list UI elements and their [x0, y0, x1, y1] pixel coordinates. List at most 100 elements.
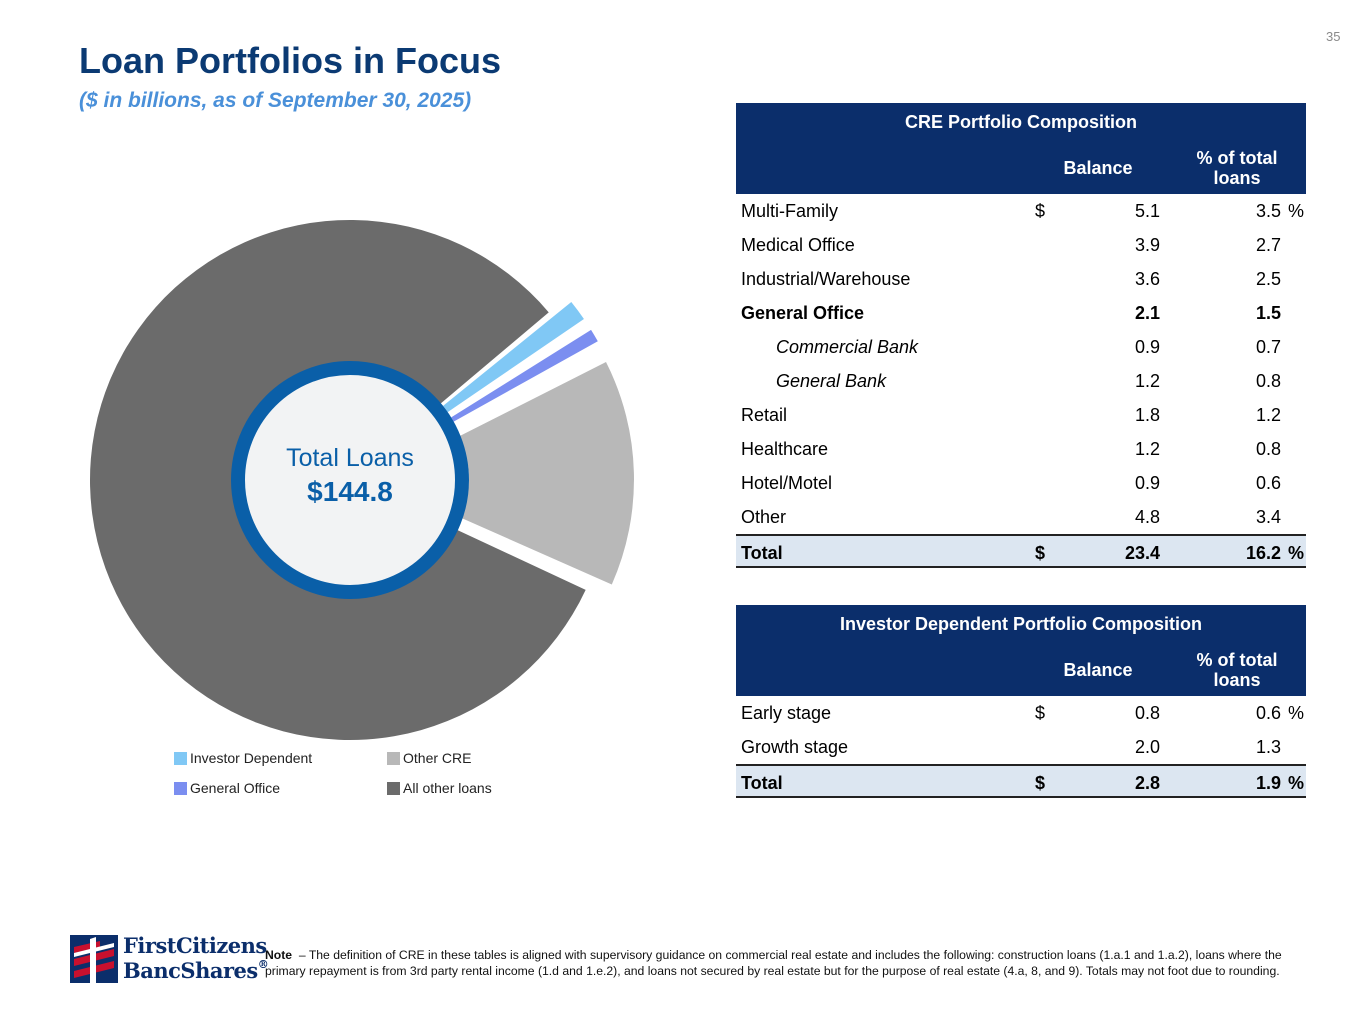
table-row: Early stage $0.8 0.6%	[736, 696, 1306, 730]
row-label: Other	[741, 507, 787, 527]
legend-item-investor-dependent: Investor Dependent	[174, 750, 312, 766]
row-pct: 0.8	[1255, 439, 1281, 459]
legend-swatch	[387, 781, 400, 795]
row-balance: 0.9	[1134, 473, 1160, 493]
row-pct-sign: %	[1287, 773, 1304, 793]
row-label: Total	[741, 543, 783, 563]
row-balance: 2.1	[1134, 303, 1160, 323]
table-row: Industrial/Warehouse 3.6 2.5	[736, 262, 1306, 296]
table-row: Other 4.8 3.4	[736, 500, 1306, 534]
row-pct: 3.5	[1255, 201, 1281, 221]
page-number: 35	[1326, 29, 1341, 44]
table-row: General Bank 1.2 0.8	[736, 364, 1306, 398]
flag-logo-icon	[70, 935, 118, 983]
row-balance: 5.1	[1134, 201, 1160, 221]
row-label: Hotel/Motel	[741, 473, 833, 493]
chart-legend: Investor Dependent Other CRE General Off…	[174, 750, 534, 806]
donut-center-value: $144.8	[307, 476, 393, 507]
company-logo: FirstCitizens BancShares®	[70, 931, 269, 987]
table-row: Medical Office 3.9 2.7	[736, 228, 1306, 262]
row-pct: 1.5	[1255, 303, 1281, 323]
row-pct: 2.7	[1255, 235, 1281, 255]
row-balance: 3.6	[1134, 269, 1160, 289]
table-body: Early stage $0.8 0.6% Growth stage 2.0 1.3 Tot…	[736, 696, 1306, 798]
table-total-row: Total $23.4 16.2%	[736, 534, 1306, 568]
row-balance: 0.9	[1134, 337, 1160, 357]
row-balance: 1.2	[1134, 371, 1160, 391]
row-label: Healthcare	[741, 439, 829, 459]
row-label: General Office	[741, 303, 865, 323]
row-currency: $	[1035, 201, 1046, 221]
logo-line-2-text: BancShares	[123, 958, 258, 983]
note-label: Note	[265, 948, 293, 962]
table-row: General Office 2.1 1.5	[736, 296, 1306, 330]
investor-dependent-table: Investor Dependent Portfolio Composition…	[736, 605, 1306, 798]
table-total-row: Total $2.8 1.9%	[736, 764, 1306, 798]
logo-line-1: FirstCitizens	[123, 933, 267, 958]
slice-general-office	[451, 329, 598, 422]
row-pct-sign: %	[1287, 703, 1304, 723]
table-row: Healthcare 1.2 0.8	[736, 432, 1306, 466]
column-header-pct: % of total loans	[1196, 148, 1278, 188]
table-column-headers: Balance % of total loans	[736, 141, 1306, 194]
row-label: Total	[741, 773, 783, 793]
table-caption: CRE Portfolio Composition	[905, 112, 1137, 132]
table-row: Hotel/Motel 0.9 0.6	[736, 466, 1306, 500]
column-header-pct: % of total loans	[1196, 650, 1278, 690]
row-currency: $	[1035, 773, 1046, 793]
row-pct: 3.4	[1255, 507, 1281, 527]
table-body: Multi-Family $5.1 3.5% Medical Office 3.9 2.7…	[736, 194, 1306, 568]
table-header: CRE Portfolio Composition Balance % of t…	[736, 103, 1306, 194]
legend-item-all-other-loans: All other loans	[387, 780, 492, 796]
table-row: Commercial Bank 0.9 0.7	[736, 330, 1306, 364]
legend-item-other-cre: Other CRE	[387, 750, 471, 766]
slice-all-other-loans	[89, 219, 586, 740]
row-balance: 3.9	[1134, 235, 1160, 255]
loan-donut-chart: Total Loans $144.8	[89, 219, 634, 740]
row-balance: 23.4	[1124, 543, 1160, 563]
row-pct: 1.2	[1255, 405, 1281, 425]
row-pct: 0.6	[1255, 473, 1281, 493]
row-pct: 1.9	[1255, 773, 1281, 793]
cre-portfolio-table: CRE Portfolio Composition Balance % of t…	[736, 103, 1306, 568]
row-currency: $	[1035, 703, 1046, 723]
row-pct: 2.5	[1255, 269, 1281, 289]
legend-label: General Office	[190, 780, 281, 796]
page-title: Loan Portfolios in Focus	[79, 40, 501, 81]
row-balance: 1.2	[1134, 439, 1160, 459]
column-header-balance: Balance	[1063, 158, 1133, 178]
row-currency: $	[1035, 543, 1046, 563]
row-label: Medical Office	[741, 235, 855, 255]
page-subtitle: ($ in billions, as of September 30, 2025…	[79, 89, 472, 112]
row-label: Early stage	[741, 703, 832, 723]
row-label: Commercial Bank	[776, 337, 919, 357]
slice-other-cre	[458, 362, 634, 585]
registered-mark: ®	[257, 958, 269, 971]
legend-swatch	[174, 751, 187, 765]
donut-center-ring	[231, 361, 469, 599]
legend-label: Other CRE	[403, 750, 472, 766]
table-row: Retail 1.8 1.2	[736, 398, 1306, 432]
legend-swatch	[387, 751, 400, 765]
row-label: Industrial/Warehouse	[741, 269, 911, 289]
row-label: Multi-Family	[741, 201, 838, 221]
row-pct-sign: %	[1287, 543, 1304, 563]
row-balance: 4.8	[1134, 507, 1160, 527]
donut-center-label: Total Loans	[286, 444, 414, 472]
row-label: Retail	[741, 405, 788, 425]
table-row: Growth stage 2.0 1.3	[736, 730, 1306, 764]
table-header: Investor Dependent Portfolio Composition…	[736, 605, 1306, 696]
note-text: – The definition of CRE in these tables …	[265, 948, 1282, 978]
legend-item-general-office: General Office	[174, 780, 280, 796]
row-pct: 16.2	[1245, 543, 1281, 563]
slice-investor-dependent	[443, 302, 584, 413]
row-pct: 0.6	[1255, 703, 1281, 723]
table-column-headers: Balance % of total loans	[736, 643, 1306, 696]
column-header-balance: Balance	[1063, 660, 1133, 680]
row-balance: 2.8	[1134, 773, 1160, 793]
row-pct: 0.7	[1255, 337, 1281, 357]
footnote: Note – The definition of CRE in these ta…	[265, 947, 1295, 979]
row-pct: 0.8	[1255, 371, 1281, 391]
legend-label: Investor Dependent	[190, 750, 313, 766]
logo-line-2: BancShares®	[123, 958, 269, 983]
